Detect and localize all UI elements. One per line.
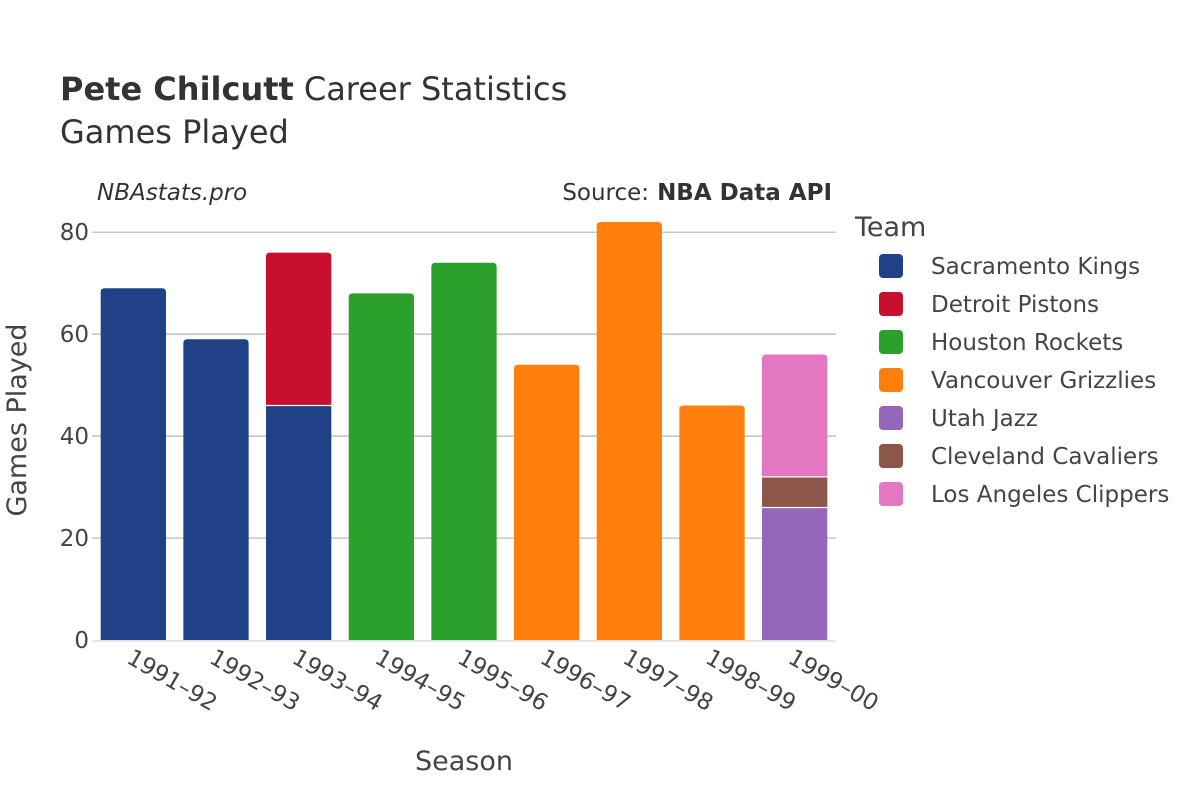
bar-segment bbox=[762, 354, 828, 477]
legend-swatch bbox=[879, 406, 903, 430]
legend-entry-label: Detroit Pistons bbox=[931, 292, 1099, 318]
bar-segment bbox=[266, 252, 332, 406]
bar-segment bbox=[183, 339, 249, 640]
bar-segment bbox=[596, 222, 662, 640]
legend-swatch bbox=[879, 254, 903, 278]
x-axis-label: Season bbox=[415, 746, 513, 777]
bars bbox=[100, 222, 828, 640]
y-tick-labels: 0 20 40 60 80 bbox=[60, 220, 89, 654]
legend-title: Team bbox=[854, 212, 926, 243]
bar-segment bbox=[679, 405, 745, 640]
legend-swatch bbox=[879, 368, 903, 392]
legend-swatch bbox=[879, 482, 903, 506]
source-credit: Source: NBA Data API bbox=[562, 180, 832, 206]
bar-segment bbox=[762, 507, 828, 640]
x-tick-label: 1997–98 bbox=[618, 645, 717, 717]
y-tick-label: 40 bbox=[60, 424, 89, 450]
x-tick-label: 1993–94 bbox=[288, 645, 387, 717]
y-tick-label: 60 bbox=[60, 322, 89, 348]
source-prefix: Source: bbox=[562, 180, 649, 206]
bar-segment bbox=[514, 364, 580, 640]
title-player-name: Pete Chilcutt bbox=[60, 70, 294, 108]
x-tick-label: 1995–96 bbox=[453, 645, 552, 717]
chart-title: Pete Chilcutt Career Statistics bbox=[60, 70, 567, 108]
legend-entry-label: Sacramento Kings bbox=[931, 254, 1140, 280]
legend-entry-label: Vancouver Grizzlies bbox=[931, 368, 1156, 394]
x-tick-label: 1996–97 bbox=[536, 645, 635, 717]
x-tick-label: 1991–92 bbox=[122, 645, 221, 717]
bar-segment bbox=[348, 293, 414, 640]
legend-swatch bbox=[879, 292, 903, 316]
y-axis-label: Games Played bbox=[2, 323, 33, 516]
legend-swatch bbox=[879, 444, 903, 468]
legend-swatch bbox=[879, 330, 903, 354]
source-name: NBA Data API bbox=[657, 180, 832, 206]
legend: Team Sacramento Kings Detroit Pistons Hous… bbox=[854, 212, 1169, 508]
y-tick-label: 0 bbox=[74, 628, 89, 654]
legend-entry-label: Utah Jazz bbox=[931, 406, 1038, 432]
bar-segment bbox=[100, 288, 166, 640]
x-tick-label: 1998–99 bbox=[701, 645, 800, 717]
chart-subtitle: Games Played bbox=[60, 113, 289, 151]
y-tick-label: 80 bbox=[60, 220, 89, 246]
legend-entry-label: Los Angeles Clippers bbox=[931, 482, 1169, 508]
legend-entry-label: Cleveland Cavaliers bbox=[931, 444, 1159, 470]
legend-entry-label: Houston Rockets bbox=[931, 330, 1123, 356]
bar-segment bbox=[431, 262, 497, 640]
title-rest: Career Statistics bbox=[304, 70, 567, 108]
bar-segment bbox=[266, 405, 332, 640]
site-credit: NBAstats.pro bbox=[97, 180, 247, 206]
x-tick-label: 1999–00 bbox=[784, 645, 883, 717]
x-tick-label: 1992–93 bbox=[205, 645, 304, 717]
x-tick-label: 1994–95 bbox=[370, 645, 469, 717]
bar-segment bbox=[762, 476, 828, 508]
x-tick-labels: 1991–921992–931993–941994–951995–961996–… bbox=[122, 645, 882, 717]
y-tick-label: 20 bbox=[60, 526, 89, 552]
